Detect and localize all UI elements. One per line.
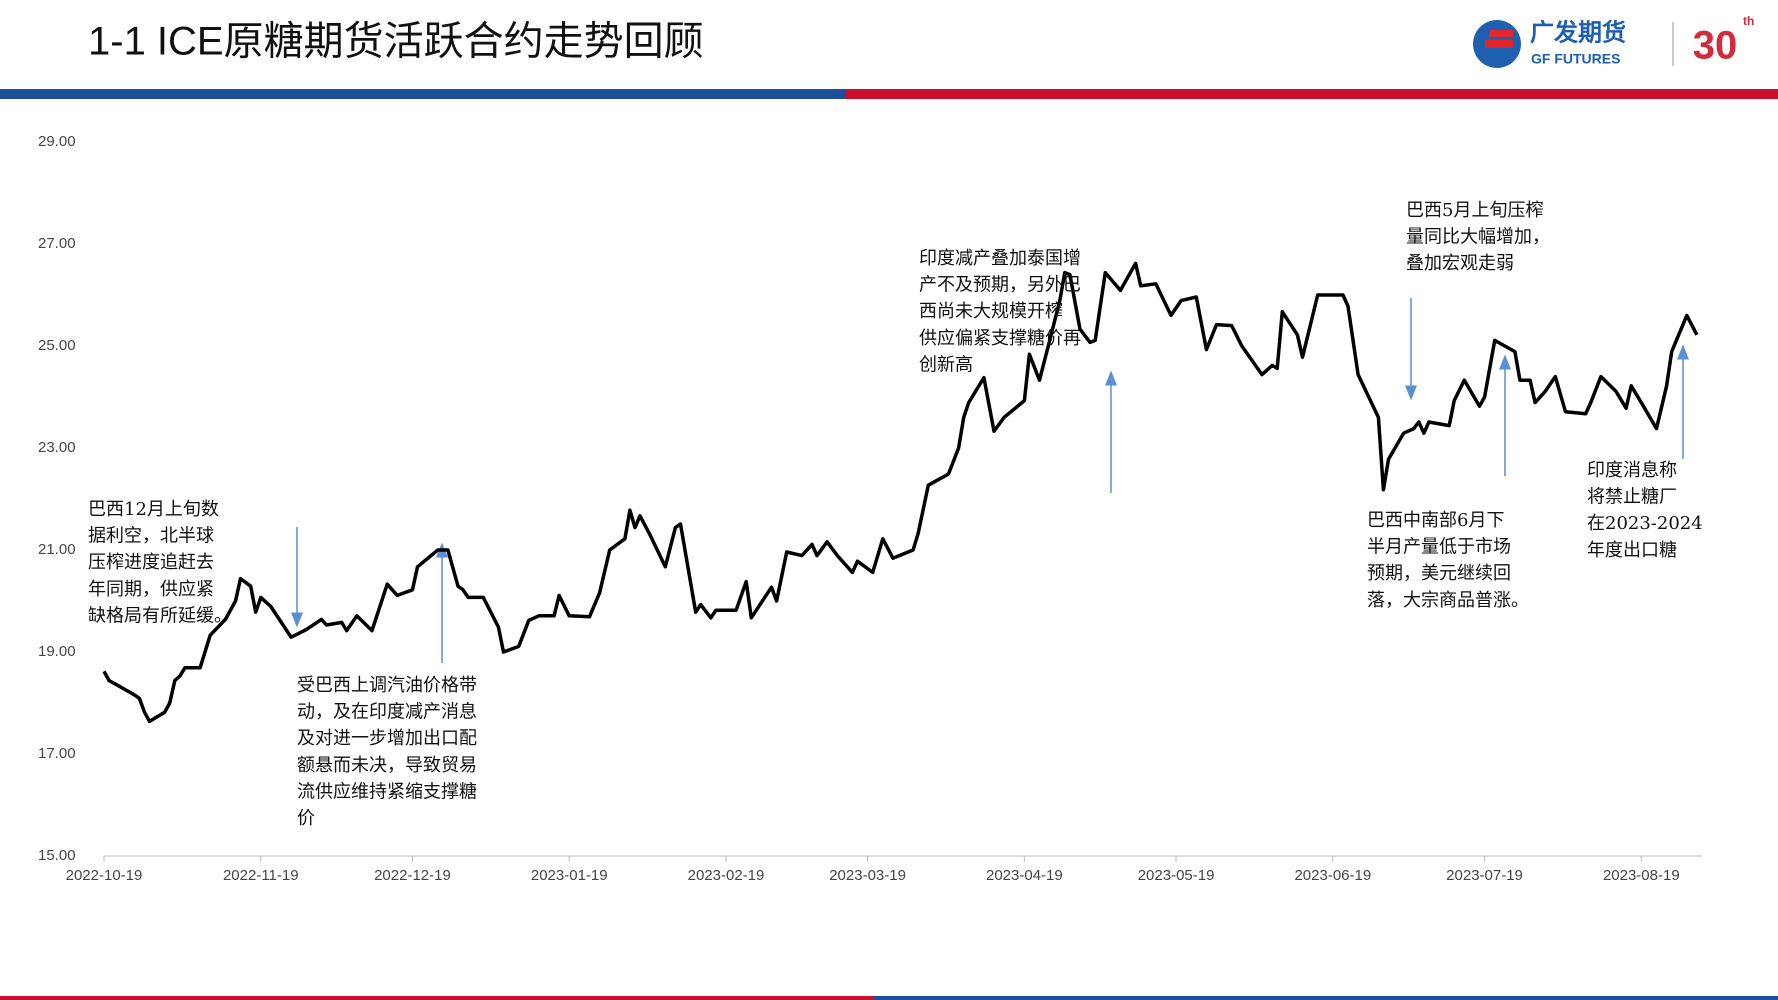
x-tick-label: 2023-04-19 <box>986 867 1063 884</box>
annotation-line: 缺格局有所延缓。 <box>88 605 232 626</box>
x-tick-label: 2023-07-19 <box>1446 867 1523 884</box>
price-line <box>102 261 1699 724</box>
annotation-line: 创新高 <box>919 354 973 375</box>
annotation-line: 巴西12月上旬数 <box>88 499 219 520</box>
logo: 广发期货 GF FUTURES 30 th <box>1473 14 1754 68</box>
annotation-line: 压榨进度追赶去 <box>88 552 214 573</box>
y-tick-label: 23.00 <box>38 439 76 456</box>
annotation-line: 叠加宏观走弱 <box>1406 253 1514 274</box>
y-tick-label: 27.00 <box>38 235 76 252</box>
badge-suffix: th <box>1743 14 1754 28</box>
footer-bar-red <box>0 996 874 1000</box>
annotation-line: 年同期，供应紧 <box>88 579 214 600</box>
title: 1-1 ICE原糖期货活跃合约走势回顾 <box>88 20 704 64</box>
annotation-line: 巴西中南部6月下 <box>1367 510 1504 531</box>
y-tick-label: 21.00 <box>38 541 76 558</box>
logo-name: 广发期货 <box>1530 18 1626 46</box>
annotation-line: 落，大宗商品普涨。 <box>1367 590 1529 611</box>
annotation-line: 动，及在印度减产消息 <box>297 702 477 723</box>
header-bar-blue <box>0 89 846 99</box>
x-tick-label: 2023-03-19 <box>829 867 906 884</box>
annotation-line: 产不及预期，另外巴 <box>919 275 1081 296</box>
y-tick-label: 29.00 <box>38 133 76 150</box>
annotation-line: 印度减产叠加泰国增 <box>919 248 1081 269</box>
annotation-line: 西尚未大规模开榨 <box>919 301 1063 322</box>
logo-english: GF FUTURES <box>1531 51 1620 67</box>
annotation-line: 供应偏紧支撑糖价再 <box>919 328 1081 349</box>
arrows <box>291 298 1689 663</box>
x-tick-label: 2023-08-19 <box>1603 867 1680 884</box>
x-tick-label: 2023-05-19 <box>1138 867 1215 884</box>
annotation-line: 印度消息称 <box>1587 460 1677 481</box>
annotation-line: 年度出口糖 <box>1587 540 1677 561</box>
badge: 30 <box>1693 24 1738 68</box>
x-tick-label: 2022-12-19 <box>374 867 451 884</box>
annotation-line: 受巴西上调汽油价格带 <box>297 675 477 696</box>
annotation-line: 据利空，北半球 <box>88 526 214 547</box>
y-tick-label: 15.00 <box>38 847 76 864</box>
annotation-line: 预期，美元继续回 <box>1367 563 1511 584</box>
y-tick-label: 17.00 <box>38 745 76 762</box>
annotation-line: 巴西5月上旬压榨 <box>1406 200 1543 221</box>
annotation-line: 流供应维持紧缩支撑糖 <box>297 781 477 802</box>
annotation: 受巴西上调汽油价格带动，及在印度减产消息及对进一步增加出口配额悬而未决，导致贸易… <box>297 675 477 829</box>
annotation-line: 量同比大幅增加， <box>1406 227 1550 248</box>
annotation-line: 在2023-2024 <box>1587 513 1703 534</box>
y-tick-label: 19.00 <box>38 643 76 660</box>
x-tick-label: 2023-06-19 <box>1294 867 1371 884</box>
annotation-line: 半月产量低于市场 <box>1367 537 1511 558</box>
x-tick-label: 2022-11-19 <box>223 867 299 884</box>
x-tick-label: 2023-01-19 <box>531 867 608 884</box>
annotation-line: 及对进一步增加出口配 <box>297 728 477 749</box>
annotation-line: 价 <box>297 808 315 829</box>
x-tick-label: 2023-02-19 <box>688 867 765 884</box>
annotation-line: 额悬而未决，导致贸易 <box>297 755 477 776</box>
annotation-line: 将禁止糖厂 <box>1587 487 1677 508</box>
footer-bar-blue <box>874 996 1778 1000</box>
y-tick-label: 25.00 <box>38 337 76 354</box>
header-bar-red <box>846 89 1778 99</box>
x-tick-label: 2022-10-19 <box>66 867 143 884</box>
